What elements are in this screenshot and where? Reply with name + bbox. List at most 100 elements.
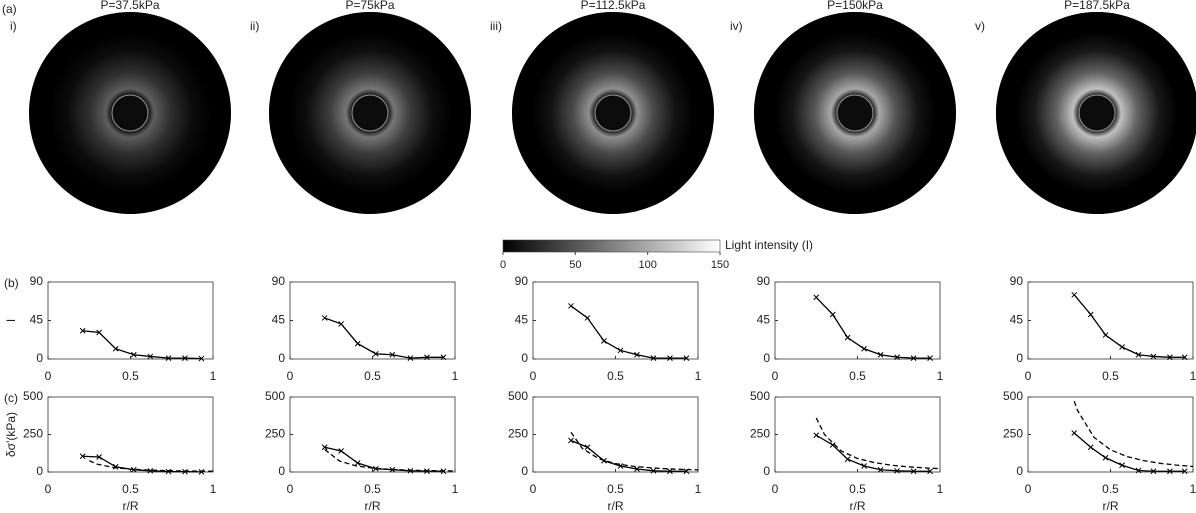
x-tick-label: 1 [695, 369, 702, 383]
x-tick-label: 0 [772, 369, 779, 383]
theory-line [324, 448, 456, 472]
marker [372, 351, 379, 357]
x-tick-label: 1 [937, 482, 944, 496]
plot-frame [774, 281, 941, 360]
image-title: P=112.5kPa [581, 0, 646, 12]
marker [372, 465, 379, 472]
marker [568, 437, 574, 444]
x-tick-label: 0 [1025, 369, 1032, 383]
colorbar-tick-label: 50 [569, 259, 581, 271]
panel-label: (b) [4, 276, 19, 290]
plot-frame [47, 281, 214, 360]
y-tick-label: 0 [1016, 464, 1023, 478]
x-tick-label: 0 [772, 482, 779, 496]
image-label: iii) [490, 19, 502, 33]
x-tick-label: 0 [45, 369, 52, 383]
marker [321, 444, 328, 451]
plot-frame [532, 396, 699, 473]
y-tick-label: 0 [763, 351, 770, 365]
data-line [1073, 294, 1185, 358]
marker [829, 311, 836, 318]
marker [1102, 332, 1109, 338]
theory-line [88, 460, 214, 472]
image-label: ii) [250, 19, 259, 33]
marker [1087, 444, 1094, 451]
colorbar-label: Light intensity (I) [725, 238, 813, 252]
y-axis-label: I [4, 319, 18, 322]
plot-frame [289, 396, 456, 473]
marker [877, 351, 884, 358]
marker [130, 351, 137, 358]
y-tick-label: 500 [1003, 389, 1023, 403]
marker [440, 354, 447, 361]
colorbar-tick-label: 0 [500, 259, 506, 271]
x-tick-label: 0.5 [1102, 482, 1119, 496]
marker [910, 468, 917, 475]
x-tick-label: 0 [45, 482, 52, 496]
y-axis-label: δσ'(kPa) [4, 412, 18, 457]
marker [112, 463, 119, 470]
marker [389, 351, 396, 358]
x-tick-label: 0.5 [849, 482, 866, 496]
disc-hole [1078, 94, 1116, 132]
panel-label: (a) [2, 2, 17, 16]
marker [894, 354, 900, 361]
y-tick-label: 45 [1010, 313, 1024, 327]
marker [79, 453, 86, 460]
marker [861, 345, 867, 352]
marker [584, 315, 591, 321]
x-tick-label: 1 [937, 369, 944, 383]
y-tick-label: 45 [515, 313, 529, 327]
y-tick-label: 45 [272, 313, 286, 327]
y-tick-label: 90 [30, 274, 44, 288]
marker [601, 338, 607, 344]
disc-hole [836, 94, 874, 132]
marker [1119, 344, 1125, 350]
y-tick-label: 0 [521, 464, 528, 478]
marker [112, 345, 119, 352]
marker [1135, 351, 1142, 358]
x-tick-label: 0 [530, 369, 537, 383]
marker [354, 460, 361, 466]
marker [96, 454, 103, 460]
y-tick-label: 250 [508, 427, 528, 441]
marker [354, 340, 361, 347]
marker [844, 456, 851, 463]
marker [894, 467, 900, 474]
colorbar-tick-label: 100 [638, 259, 656, 271]
y-tick-label: 45 [30, 313, 44, 327]
marker [650, 467, 657, 474]
plot-frame [1027, 281, 1194, 360]
data-line [324, 446, 444, 472]
x-tick-label: 0.5 [607, 482, 624, 496]
x-tick-label: 0.5 [1102, 369, 1119, 383]
data-line [82, 330, 202, 360]
theory-line [1073, 400, 1194, 468]
marker [1071, 291, 1078, 298]
marker [198, 468, 205, 475]
x-axis-label: r/R [123, 499, 139, 513]
image-title: P=37.5kPa [100, 0, 159, 12]
x-tick-label: 0.5 [122, 369, 139, 383]
disc-hole [351, 94, 389, 132]
y-tick-label: 0 [278, 351, 285, 365]
y-tick-label: 250 [750, 427, 770, 441]
marker [96, 329, 103, 336]
colorbar-tick-label: 150 [711, 259, 729, 271]
y-tick-label: 500 [265, 389, 285, 403]
plot-frame [1027, 396, 1194, 473]
image-label: v) [975, 19, 985, 33]
marker [927, 468, 933, 475]
marker [407, 355, 414, 361]
marker [147, 353, 154, 360]
marker [1119, 462, 1125, 469]
y-tick-label: 250 [265, 427, 285, 441]
marker [1150, 353, 1157, 360]
y-tick-label: 0 [36, 464, 43, 478]
marker [130, 466, 137, 473]
marker [813, 294, 820, 301]
marker [1181, 354, 1188, 361]
marker [650, 355, 657, 361]
marker [424, 354, 430, 361]
